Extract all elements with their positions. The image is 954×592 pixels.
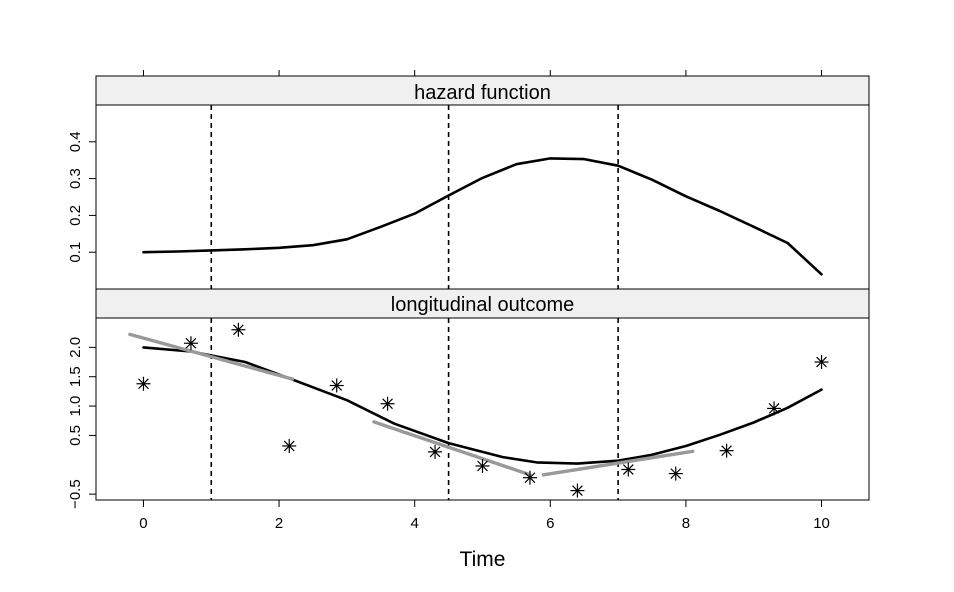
longitudinal-y-tick-label-1: 0.5: [67, 425, 84, 446]
x-tick-label-4: 8: [682, 515, 690, 532]
longitudinal-point-3: [282, 438, 297, 453]
longitudinal-strip: [95, 288, 870, 319]
x-tick-label-5: 10: [813, 515, 830, 532]
longitudinal-point-13: [767, 401, 782, 416]
longitudinal-gray-segment-2: [372, 420, 532, 477]
longitudinal-y-tick-label-3: 1.5: [67, 366, 84, 387]
x-tick-label-1: 2: [275, 515, 283, 532]
longitudinal-gray-segment-3: [541, 449, 695, 477]
longitudinal-point-9: [570, 483, 585, 498]
longitudinal-y-tick-label-4: 2.0: [67, 337, 84, 358]
hazard-y-tick-label-2: 0.3: [67, 168, 84, 189]
longitudinal-point-11: [668, 466, 683, 481]
longitudinal-point-1: [183, 336, 198, 351]
longitudinal-point-12: [719, 443, 734, 458]
hazard-y-tick-label-3: 0.4: [67, 131, 84, 152]
longitudinal-point-0: [136, 376, 151, 391]
hazard-y-tick-label-0: 0.1: [67, 242, 84, 263]
longitudinal-point-14: [814, 355, 829, 370]
longitudinal-y-tick-label-0: −0.5: [67, 479, 84, 509]
x-tick-label-2: 4: [411, 515, 419, 532]
x-tick-label-3: 6: [546, 515, 554, 532]
longitudinal-point-2: [231, 322, 246, 337]
longitudinal-point-6: [428, 444, 443, 459]
longitudinal-point-10: [621, 462, 636, 477]
hazard-curve-0: [142, 157, 823, 276]
hazard-strip-label: hazard function: [414, 82, 551, 104]
longitudinal-point-5: [380, 396, 395, 411]
x-tick-label-0: 0: [139, 515, 147, 532]
longitudinal-point-8: [522, 470, 537, 485]
hazard-y-tick-label-1: 0.2: [67, 205, 84, 226]
longitudinal-gray-segment-1: [128, 332, 295, 381]
longitudinal-strip-label: longitudinal outcome: [391, 294, 574, 316]
x-axis-title: Time: [460, 548, 506, 571]
longitudinal-y-tick-label-2: 1.0: [67, 396, 84, 417]
longitudinal-point-4: [329, 378, 344, 393]
hazard-strip: [95, 75, 870, 106]
longitudinal-point-7: [475, 458, 490, 473]
